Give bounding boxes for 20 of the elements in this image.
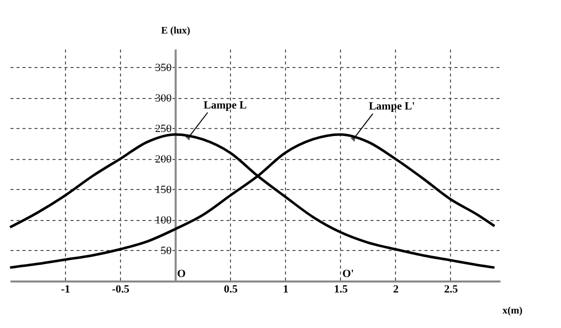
x-tick-label: 0.5 [224, 284, 238, 296]
y-axis-title: E (lux) [161, 26, 190, 36]
annotation: O' [342, 268, 354, 280]
y-tick-label: 50 [160, 244, 172, 257]
y-tick-label: 300 [155, 92, 172, 104]
x-tick-label: -1 [60, 284, 70, 296]
y-tick-label: 150 [155, 184, 172, 196]
x-tick-label: 1 [283, 284, 289, 296]
x-axis-title: x(m) [502, 306, 522, 316]
text: Lampe L' [368, 100, 415, 113]
x-tick-label: 1.5 [334, 284, 348, 296]
x-tick-label: 2 [393, 284, 400, 296]
x-tick-label: -0.5 [112, 284, 130, 296]
x-tick-label: 2.5 [444, 284, 458, 296]
y-tick-label: 250 [155, 122, 172, 135]
y-tick-label: 350 [155, 62, 172, 74]
annotation: O [177, 268, 186, 280]
text: Lampe L [204, 99, 247, 112]
y-tick-label: 200 [155, 153, 172, 166]
y-tick-label: 100 [155, 214, 172, 226]
